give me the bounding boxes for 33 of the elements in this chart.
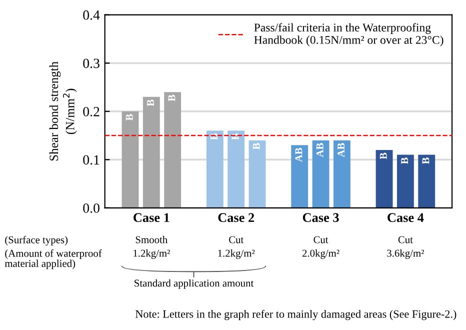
text: (Surface types)	[5, 236, 68, 246]
y-tick-label: 0.1	[83, 155, 100, 165]
data-label: B	[422, 158, 430, 164]
y-axis-title: Shear bond strength (N/mm$^{2}$)	[49, 62, 77, 161]
data-label: AB	[295, 148, 302, 162]
text: 3.6kg/m²	[387, 249, 424, 259]
x-tick-label: Case 3	[302, 213, 339, 222]
data-label: AB	[338, 143, 344, 158]
text: Note: Letters in the graph refer to mainly damaged areas (See Figure-2.)	[136, 310, 456, 320]
x-tick-label: Case 4	[388, 213, 424, 222]
data-label: B	[380, 152, 387, 160]
text: Cut	[229, 236, 244, 244]
text: Smooth	[136, 236, 168, 244]
text: 1.2kg/m²	[218, 249, 255, 259]
x-tick-label: Case 1	[134, 213, 170, 222]
text: Standard application amount	[134, 279, 254, 289]
text: Cut	[398, 236, 413, 244]
text: 2.0kg/m²	[302, 249, 340, 259]
data-label: B	[147, 100, 154, 106]
data-label: B	[126, 114, 133, 121]
data-label: B	[401, 158, 408, 164]
text: 1.2kg/m²	[134, 249, 170, 259]
legend-label: Pass/fail criteria in the Waterproofing Handbook (0.15N/mm² or over at 23°C)	[254, 23, 444, 46]
data-label: B	[168, 94, 176, 102]
x-tick-label: Case 2	[218, 213, 254, 222]
data-label: B	[252, 143, 260, 150]
y-tick-label: 0.0	[83, 203, 100, 213]
text: Cut	[314, 236, 328, 244]
y-tick-label: 0.4	[83, 10, 100, 20]
y-tick-label: 0.2	[83, 106, 100, 116]
text: (Amount of waterproof material applied)	[4, 249, 102, 270]
data-label: AB	[316, 143, 324, 158]
y-tick-label: 0.3	[83, 58, 100, 68]
